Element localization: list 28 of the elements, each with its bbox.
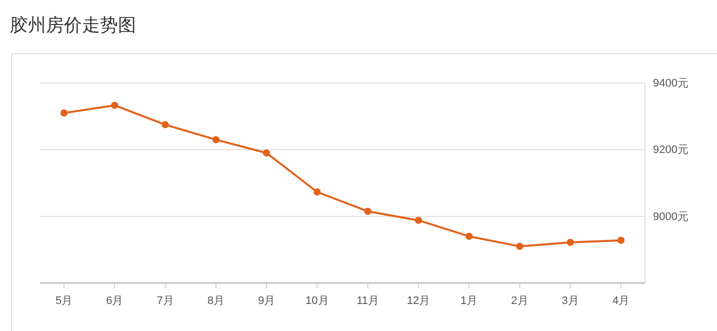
x-tick-label: 11月 <box>356 294 380 307</box>
x-tick-label: 9月 <box>258 294 276 307</box>
point <box>617 236 625 244</box>
point <box>162 121 169 128</box>
chart-title: 胶州房价走势图 <box>10 15 136 36</box>
point <box>262 149 270 157</box>
y-tick-label: 9400元 <box>653 78 688 90</box>
x-tick-label: 6月 <box>106 294 124 307</box>
x-tick-label: 12月 <box>406 294 430 307</box>
point <box>212 136 220 144</box>
y-tick-label: 9000元 <box>653 210 688 223</box>
point <box>60 109 68 117</box>
x-tick-label: 8月 <box>207 294 224 307</box>
point <box>364 208 372 215</box>
point <box>566 238 574 246</box>
point <box>466 232 473 240</box>
x-tick-label: 10月 <box>306 294 329 307</box>
point <box>111 102 118 109</box>
x-tick-label: 2月 <box>511 294 528 307</box>
y-tick-label: 9200元 <box>653 144 688 156</box>
point <box>516 242 524 250</box>
x-tick-label: 7月 <box>156 294 174 307</box>
x-tick-label: 4月 <box>612 294 630 307</box>
point <box>414 216 422 224</box>
x-tick-label: 5月 <box>55 294 73 307</box>
x-tick-label: 3月 <box>562 294 579 307</box>
point <box>314 188 321 196</box>
x-tick-label: 1月 <box>460 294 478 307</box>
